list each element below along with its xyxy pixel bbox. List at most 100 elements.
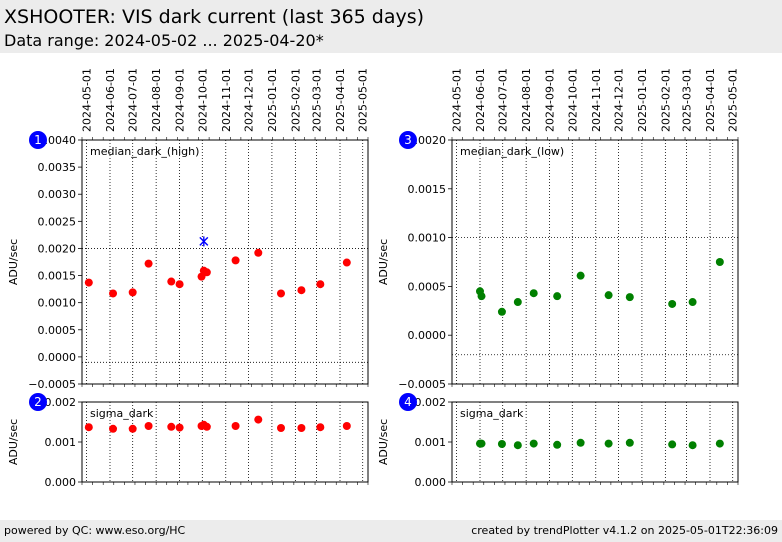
data-point <box>553 440 562 449</box>
data-point <box>128 288 137 297</box>
y-tick-label: 0.0005 <box>408 280 447 293</box>
x-tick-label: 2024-10-01 <box>196 68 209 132</box>
panel-badge <box>29 131 47 149</box>
y-tick-label: 0.0000 <box>38 351 77 364</box>
x-tick-label: 2025-04-01 <box>704 68 717 132</box>
x-tick-label: 2024-08-01 <box>520 68 533 132</box>
data-point <box>342 258 351 267</box>
x-tick-label: 2024-10-01 <box>566 68 579 132</box>
y-tick-label: 0.0040 <box>38 134 77 147</box>
data-point <box>497 440 506 448</box>
y-tick-label: 0.0015 <box>408 183 447 196</box>
y-tick-label: 0.0010 <box>38 297 77 310</box>
panel-1: −0.0005 0.0000 0.0005 0.0010 0.0015 0.0020 0.0… <box>7 68 370 391</box>
data-point <box>231 422 240 430</box>
x-tick-label: 2025-01-01 <box>636 68 649 132</box>
data-point <box>497 307 506 316</box>
data-point <box>167 277 176 286</box>
panel-label: median_dark_(high) <box>90 145 199 158</box>
panel-badge <box>29 393 47 411</box>
data-point <box>276 289 285 298</box>
x-tick-label: 2024-12-01 <box>612 68 625 132</box>
x-tick-label: 2024-06-01 <box>474 68 487 132</box>
y-axis-label: ADU/sec <box>377 239 390 285</box>
x-tick-label: 2025-01-01 <box>266 68 279 132</box>
data-point <box>175 423 184 432</box>
panel-2: 0.000 0.001 0.002 ADU/sec sigma_dark 2 <box>7 393 369 489</box>
plots-canvas: −0.0005 0.0000 0.0005 0.0010 0.0015 0.0020 0.0… <box>7 68 740 489</box>
x-tick-label: 2024-09-01 <box>174 68 187 132</box>
y-axis-label: ADU/sec <box>7 239 20 285</box>
y-tick-label: 0.0020 <box>408 134 447 147</box>
data-point <box>254 248 263 257</box>
x-tick-label: 2024-07-01 <box>127 68 140 132</box>
x-tick-label: 2025-05-01 <box>357 68 370 132</box>
header-bar: XSHOOTER: VIS dark current (last 365 day… <box>0 0 782 53</box>
y-tick-label: 0.000 <box>45 476 77 489</box>
x-tick-label: 2024-05-01 <box>81 68 94 132</box>
x-tick-label: 2024-12-01 <box>242 68 255 132</box>
data-point <box>715 439 724 448</box>
data-point <box>84 278 93 287</box>
data-point <box>297 424 306 432</box>
plot-frame <box>81 139 369 385</box>
page-title: XSHOOTER: VIS dark current (last 365 day… <box>4 6 425 28</box>
y-tick-label: 0.0005 <box>38 324 77 337</box>
y-axis-label: ADU/sec <box>377 419 390 465</box>
y-tick-label: −0.0005 <box>28 378 76 391</box>
data-point <box>576 438 585 447</box>
data-point <box>109 424 118 433</box>
panel-label: median_dark_(low) <box>460 145 564 158</box>
plot-frame <box>451 139 739 385</box>
y-tick-label: 0.0030 <box>38 188 77 201</box>
panel-badge-number: 3 <box>404 133 412 147</box>
y-tick-label: 0.0035 <box>38 161 77 174</box>
data-point <box>109 289 118 298</box>
x-tick-label: 2025-02-01 <box>289 68 302 132</box>
y-tick-label: 0.0015 <box>38 270 77 283</box>
data-point <box>715 258 724 266</box>
data-point <box>128 424 137 433</box>
y-tick-label: 0.0025 <box>38 215 77 228</box>
data-point <box>513 298 522 307</box>
data-point <box>529 439 538 448</box>
data-point <box>625 438 634 447</box>
data-point <box>316 423 325 432</box>
panel-badge-number: 1 <box>34 133 42 147</box>
data-point <box>276 424 285 432</box>
y-tick-label: 0.001 <box>415 436 447 449</box>
data-point <box>144 259 153 268</box>
footer-bar: powered by QC: www.eso.org/HC created by… <box>0 520 782 542</box>
x-tick-label: 2025-02-01 <box>659 68 672 132</box>
data-point <box>625 293 634 302</box>
x-tick-label: 2025-03-01 <box>681 68 694 132</box>
y-tick-label: 0.002 <box>415 396 447 409</box>
y-tick-label: 0.001 <box>45 436 77 449</box>
data-point <box>342 422 351 430</box>
x-tick-label: 2024-07-01 <box>497 68 510 132</box>
data-point <box>477 439 486 448</box>
panel-badge-number: 4 <box>404 395 412 409</box>
footer-powered-by: powered by QC: www.eso.org/HC <box>4 524 186 537</box>
x-tick-label: 2024-11-01 <box>590 68 603 132</box>
footer-created-by: created by trendPlotter v4.1.2 on 2025-0… <box>471 524 778 537</box>
panel-4: 0.000 0.001 0.002 ADU/sec sigma_dark 4 <box>377 393 739 489</box>
data-point <box>202 422 211 431</box>
data-point <box>231 256 240 265</box>
data-point <box>668 299 677 308</box>
y-tick-label: 0.002 <box>45 396 77 409</box>
data-point <box>668 440 677 449</box>
x-tick-label: 2024-06-01 <box>104 68 117 132</box>
x-tick-label: 2025-04-01 <box>334 68 347 132</box>
data-point <box>477 292 486 301</box>
x-tick-label: 2024-09-01 <box>544 68 557 132</box>
y-axis-label: ADU/sec <box>7 419 20 465</box>
data-point <box>167 422 176 431</box>
data-point <box>175 280 184 289</box>
y-tick-label: 0.000 <box>415 476 447 489</box>
panel-label: sigma_dark <box>90 407 154 420</box>
data-point <box>84 423 93 432</box>
y-tick-label: 0.0000 <box>408 329 447 342</box>
data-point <box>144 422 153 430</box>
data-point <box>513 441 522 450</box>
